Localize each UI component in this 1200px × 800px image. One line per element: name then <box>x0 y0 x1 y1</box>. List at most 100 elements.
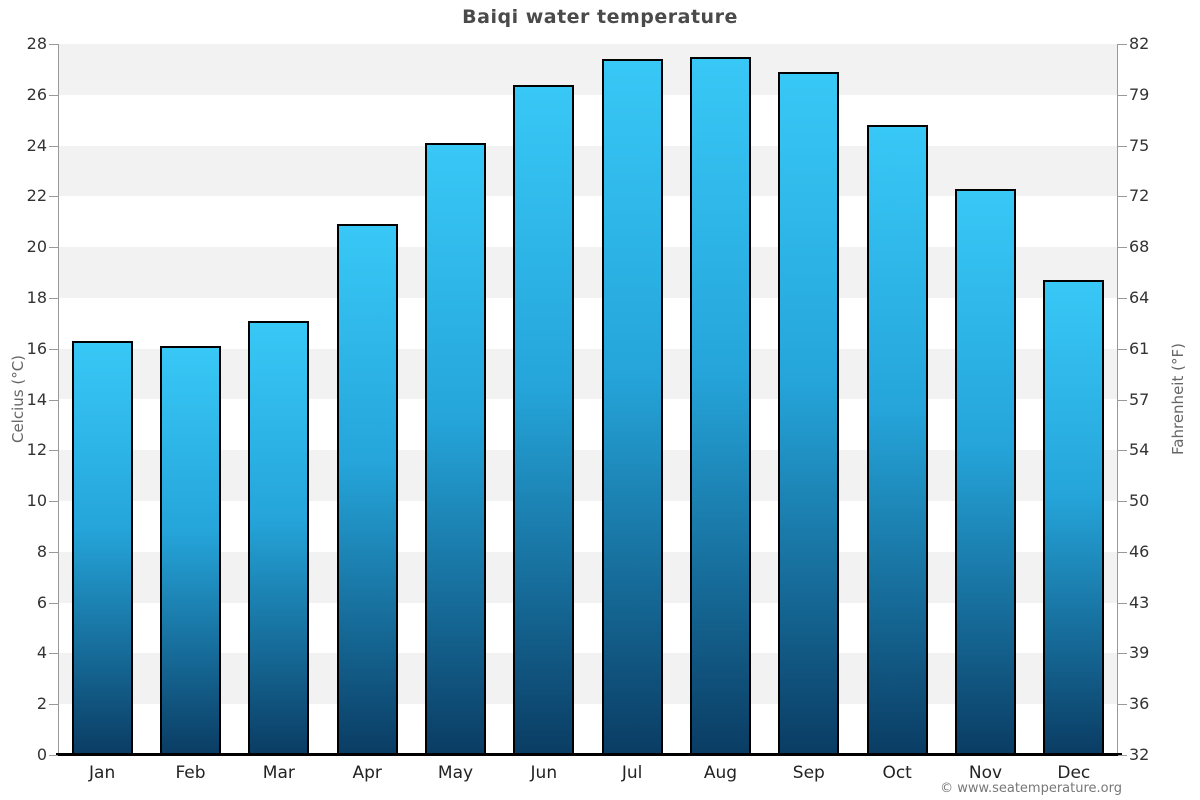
grid-stripe <box>58 196 1118 248</box>
y-tick-mark-right <box>1118 755 1127 756</box>
y-tick-mark-right <box>1118 551 1127 553</box>
y-tick-label-celsius: 20 <box>26 237 47 257</box>
y-tick-label-celsius: 12 <box>26 440 47 460</box>
y-tick-label-fahrenheit: 64 <box>1129 287 1150 307</box>
y-tick-label-fahrenheit: 68 <box>1129 237 1150 257</box>
grid-stripe <box>58 704 1118 755</box>
y-tick-label-fahrenheit: 72 <box>1129 186 1150 206</box>
bar-nov <box>955 188 1016 755</box>
y-tick-mark-left <box>49 145 58 147</box>
y-tick-mark-right <box>1118 653 1127 655</box>
bar-sep <box>778 71 840 755</box>
bar-feb <box>160 346 221 755</box>
bar-jul <box>601 59 663 755</box>
y-tick-mark-left <box>49 94 58 96</box>
y-tick-mark-left <box>49 44 58 45</box>
y-tick-label-celsius: 0 <box>36 745 47 764</box>
y-tick-mark-right <box>1118 196 1127 198</box>
y-axis-title-fahrenheit: Fahrenheit (°F) <box>1169 343 1187 455</box>
grid-stripe <box>58 399 1118 451</box>
y-tick-label-celsius: 26 <box>26 84 47 104</box>
y-tick-mark-right <box>1118 44 1127 45</box>
plot-area <box>58 44 1118 755</box>
y-tick-mark-right <box>1118 704 1127 706</box>
y-tick-label-fahrenheit: 46 <box>1129 541 1150 561</box>
y-tick-label-celsius: 16 <box>26 338 47 358</box>
grid-stripe <box>58 145 1118 197</box>
y-tick-label-celsius: 28 <box>26 34 47 53</box>
y-tick-label-celsius: 18 <box>26 287 47 307</box>
y-tick-label-fahrenheit: 79 <box>1129 84 1150 104</box>
chart-title: Baiqi water temperature <box>462 6 738 28</box>
y-tick-label-fahrenheit: 82 <box>1129 34 1150 53</box>
y-tick-mark-right <box>1118 348 1127 350</box>
y-tick-mark-right <box>1118 399 1127 401</box>
x-tick-label-feb: Feb <box>175 763 206 783</box>
y-tick-label-celsius: 6 <box>36 592 47 612</box>
y-tick-mark-left <box>49 551 58 553</box>
y-tick-label-fahrenheit: 39 <box>1129 643 1150 663</box>
x-tick-label-aug: Aug <box>703 763 738 783</box>
y-tick-mark-left <box>49 247 58 249</box>
copyright-text: © www.seatemperature.org <box>940 781 1122 796</box>
y-tick-mark-right <box>1118 247 1127 249</box>
grid-stripe <box>58 450 1118 502</box>
grid-stripe <box>58 551 1118 603</box>
grid-stripe <box>58 501 1118 552</box>
y-tick-mark-left <box>49 399 58 401</box>
y-tick-mark-left <box>49 653 58 655</box>
y-tick-mark-left <box>49 501 58 503</box>
grid-stripe <box>58 297 1118 349</box>
y-tick-mark-right <box>1118 145 1127 147</box>
bar-may <box>425 143 486 755</box>
x-tick-label-apr: Apr <box>352 763 382 783</box>
y-tick-mark-right <box>1118 94 1127 96</box>
bar-dec <box>1043 280 1105 755</box>
y-tick-mark-left <box>49 602 58 604</box>
grid-stripe <box>58 653 1118 705</box>
x-tick-label-may: May <box>437 763 474 783</box>
x-tick-label-jul: Jul <box>621 763 643 783</box>
y-axis-line-left <box>58 44 59 755</box>
y-tick-label-celsius: 24 <box>26 135 47 155</box>
y-axis-line-right <box>1117 44 1118 755</box>
bar-oct <box>866 125 928 755</box>
x-tick-label-sep: Sep <box>792 763 825 783</box>
y-tick-mark-left <box>49 196 58 198</box>
y-tick-mark-left <box>49 755 58 756</box>
x-axis-line <box>56 753 1122 756</box>
bar-jun <box>513 84 575 755</box>
bar-mar <box>248 320 310 755</box>
bar-jan <box>71 341 133 755</box>
grid-stripe <box>58 348 1118 400</box>
grid-stripe <box>58 602 1118 654</box>
y-tick-mark-left <box>49 450 58 452</box>
x-tick-label-dec: Dec <box>1057 763 1091 783</box>
y-tick-mark-left <box>49 704 58 706</box>
x-tick-label-oct: Oct <box>882 763 912 783</box>
y-tick-label-celsius: 4 <box>36 643 47 663</box>
y-tick-label-celsius: 14 <box>26 389 47 409</box>
y-tick-label-fahrenheit: 75 <box>1129 135 1150 155</box>
bar-apr <box>336 224 398 755</box>
y-tick-mark-right <box>1118 602 1127 604</box>
grid-stripe <box>58 44 1118 95</box>
y-tick-label-fahrenheit: 36 <box>1129 694 1150 714</box>
y-tick-label-fahrenheit: 54 <box>1129 440 1150 460</box>
y-tick-label-fahrenheit: 50 <box>1129 491 1150 511</box>
y-tick-label-celsius: 8 <box>36 541 47 561</box>
y-tick-mark-left <box>49 348 58 350</box>
grid-stripe <box>58 247 1118 298</box>
y-tick-label-fahrenheit: 61 <box>1129 338 1150 358</box>
y-tick-label-celsius: 10 <box>26 491 47 511</box>
grid-stripe <box>58 94 1118 146</box>
bar-aug <box>690 56 751 755</box>
y-tick-mark-right <box>1118 450 1127 452</box>
y-tick-label-fahrenheit: 57 <box>1129 389 1150 409</box>
y-tick-label-celsius: 2 <box>36 694 47 714</box>
y-tick-mark-left <box>49 297 58 299</box>
y-axis-title-celsius: Celcius (°C) <box>9 354 27 444</box>
y-tick-label-celsius: 22 <box>26 186 47 206</box>
